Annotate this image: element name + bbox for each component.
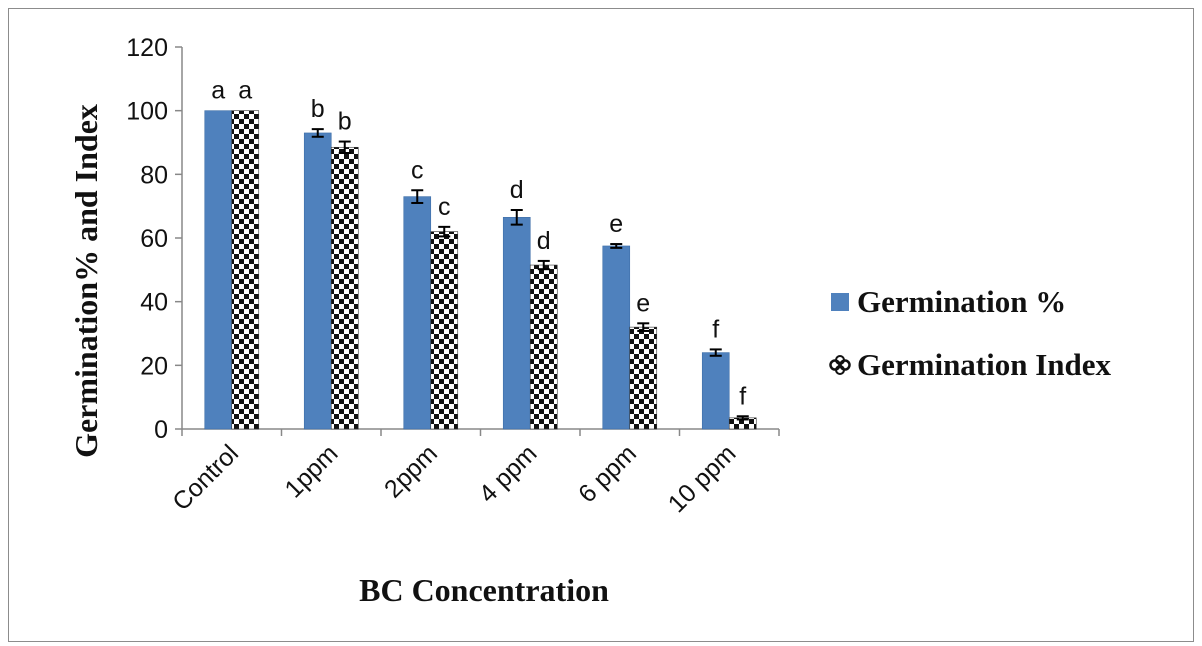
significance-letter: e xyxy=(636,289,650,317)
category-label: 1ppm xyxy=(279,439,343,503)
y-tick-label: 0 xyxy=(154,416,168,444)
significance-letter: d xyxy=(537,227,551,255)
y-tick-label: 80 xyxy=(140,161,168,189)
significance-letter: b xyxy=(311,95,325,123)
y-tick-label: 40 xyxy=(140,289,168,317)
category-labels: Control 1ppm 2ppm 4 ppm 6 ppm 10 ppm xyxy=(167,439,741,518)
significance-letter: c xyxy=(411,156,424,184)
y-tick-label: 100 xyxy=(126,98,168,126)
significance-letters: a b c d e f a b c d e f xyxy=(211,77,746,411)
y-axis: 0 20 40 60 80 100 120 xyxy=(126,34,183,444)
legend-item-germination-index: Germination Index xyxy=(829,347,1112,382)
category-label: 4 ppm xyxy=(474,439,543,508)
bar-germination-index-1 xyxy=(330,146,359,430)
x-axis xyxy=(181,428,780,436)
significance-letter: e xyxy=(609,210,623,238)
category-label: 10 ppm xyxy=(663,439,742,518)
bars xyxy=(204,110,757,430)
legend-item-germination-percent: Germination % xyxy=(831,284,1066,319)
bar-germination-index-2 xyxy=(430,231,459,430)
x-axis-title: BC Concentration xyxy=(359,572,609,608)
category-label: 6 ppm xyxy=(573,439,642,508)
significance-letter: a xyxy=(211,77,225,105)
bar-germination-percent-4 xyxy=(602,245,631,430)
significance-letter: b xyxy=(338,108,352,136)
significance-letter: a xyxy=(238,77,252,105)
bar-germination-percent-1 xyxy=(303,132,332,430)
y-tick-label: 120 xyxy=(126,34,168,62)
y-tick-label: 20 xyxy=(140,352,168,380)
significance-letter: d xyxy=(510,176,524,204)
y-tick-label: 60 xyxy=(140,225,168,253)
bar-chart: 0 20 40 60 80 100 120 a b c d e f a b c d e f Control 1ppm… xyxy=(68,34,1112,608)
error-bars xyxy=(311,128,749,421)
bar-germination-index-4 xyxy=(629,326,658,430)
chart-frame: 0 20 40 60 80 100 120 a b c d e f a b c d e f Control 1ppm… xyxy=(8,8,1194,642)
bar-germination-percent-2 xyxy=(403,196,432,430)
legend-swatch-germination-percent xyxy=(831,293,849,311)
bar-germination-index-3 xyxy=(529,264,558,430)
significance-letter: c xyxy=(438,193,451,221)
bar-germination-percent-0 xyxy=(204,110,233,430)
legend-label-germination-index: Germination Index xyxy=(857,347,1112,382)
significance-letter: f xyxy=(739,382,746,410)
category-label: Control xyxy=(167,439,244,516)
bar-germination-percent-3 xyxy=(502,217,531,430)
y-axis-title: Germination% and Index xyxy=(68,104,104,458)
legend-label-germination-percent: Germination % xyxy=(857,284,1066,319)
legend-swatch-germination-index xyxy=(829,355,851,375)
significance-letter: f xyxy=(712,315,719,343)
bar-germination-percent-5 xyxy=(701,352,730,430)
category-label: 2ppm xyxy=(379,439,443,503)
bar-germination-index-0 xyxy=(231,110,260,430)
legend: Germination % Germination Index xyxy=(829,284,1112,382)
